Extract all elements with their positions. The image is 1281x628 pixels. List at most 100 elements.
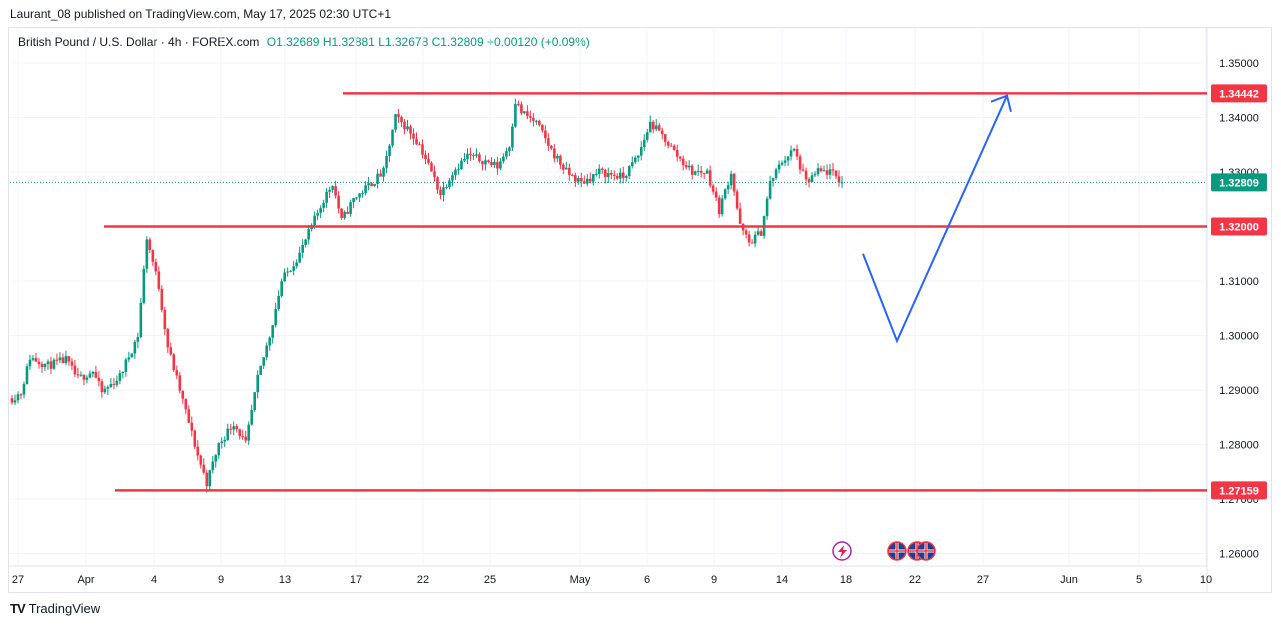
candle-body: [202, 464, 206, 473]
candle-body: [517, 103, 520, 105]
candle: [175, 365, 179, 380]
candle-body: [783, 160, 787, 163]
candle-body: [547, 138, 550, 146]
candle-body: [648, 121, 652, 133]
candle-body: [235, 426, 239, 430]
candle: [166, 327, 170, 353]
candle: [139, 297, 143, 339]
candle: [729, 170, 733, 190]
tradingview-brand[interactable]: TV TradingView: [10, 601, 100, 616]
candle: [268, 336, 271, 351]
time-tick-label: 9: [218, 574, 224, 586]
candle: [46, 359, 50, 370]
candle-body: [106, 386, 110, 389]
candle-body: [672, 145, 676, 150]
candle: [418, 141, 421, 146]
candle: [627, 165, 631, 180]
candle: [334, 180, 337, 199]
time-tick-label: Apr: [77, 574, 94, 586]
candle-body: [280, 281, 283, 296]
candle-body: [723, 189, 727, 199]
candle-body: [328, 189, 331, 192]
candle-body: [765, 198, 769, 217]
candle-body: [690, 165, 694, 175]
candle: [663, 133, 667, 147]
candle: [403, 119, 406, 135]
candle: [478, 152, 481, 163]
candle: [487, 159, 490, 164]
candle: [469, 147, 472, 161]
candle-body: [511, 126, 514, 148]
candle: [672, 144, 676, 151]
candle-body: [103, 388, 107, 393]
candle: [771, 177, 775, 187]
candle-body: [148, 239, 152, 251]
candle-body: [822, 170, 826, 172]
candle-body: [642, 139, 646, 148]
candle-body: [786, 156, 790, 161]
candle: [618, 168, 622, 184]
candle: [265, 342, 268, 361]
candle: [25, 363, 29, 385]
symbol-title[interactable]: British Pound / U.S. Dollar · 4h · FOREX…: [18, 35, 260, 49]
candle: [457, 163, 460, 175]
candle: [274, 303, 277, 328]
candle-body: [253, 392, 257, 411]
candle: [744, 228, 748, 239]
candle-body: [834, 170, 838, 177]
candle: [301, 239, 304, 259]
time-tick-label: 17: [350, 574, 362, 586]
candle: [202, 458, 206, 475]
candle: [37, 357, 41, 369]
candle-body: [187, 409, 191, 423]
candle-body: [472, 155, 475, 157]
candle: [205, 469, 209, 493]
candle-body: [421, 144, 424, 155]
candle-body: [505, 151, 508, 157]
candle: [615, 173, 619, 181]
candle-body: [424, 154, 427, 160]
candle: [732, 172, 736, 196]
candle-body: [651, 121, 655, 130]
candle-body: [541, 124, 544, 131]
candle: [289, 269, 292, 273]
candle: [580, 172, 583, 188]
candle-body: [337, 195, 340, 209]
chart-frame: [8, 27, 1272, 593]
price-tick-label: 1.29000: [1219, 385, 1259, 397]
candle: [64, 350, 68, 366]
candle: [292, 260, 295, 276]
candle-body: [478, 154, 481, 162]
candle-body: [571, 174, 574, 176]
candle: [559, 154, 562, 170]
candle: [544, 125, 547, 144]
candle: [828, 164, 832, 180]
candle: [798, 153, 802, 174]
candle-body: [259, 365, 263, 375]
candle: [190, 416, 194, 437]
candle-body: [645, 132, 649, 140]
candle-body: [232, 426, 236, 430]
candle-body: [807, 179, 811, 182]
price-tick-label: 1.30000: [1219, 331, 1259, 343]
candle: [834, 170, 838, 180]
candle: [331, 185, 334, 193]
candle-body: [124, 359, 128, 372]
candle: [586, 173, 589, 187]
candle: [562, 162, 565, 174]
uk-flag-icon: [887, 541, 907, 561]
time-tick-label: 14: [776, 574, 788, 586]
candle-body: [214, 455, 218, 462]
candle-body: [379, 173, 382, 177]
uk-flag-icon: [916, 541, 936, 561]
candle-body: [250, 410, 254, 425]
candle-body: [223, 439, 227, 442]
publisher-line: Laurant_08 published on TradingView.com,…: [10, 7, 392, 21]
candle-body: [199, 455, 203, 465]
candle-body: [556, 155, 559, 159]
candle-body: [639, 147, 643, 156]
candle-body: [217, 443, 221, 456]
candle: [699, 165, 703, 178]
candle-body: [612, 174, 616, 176]
